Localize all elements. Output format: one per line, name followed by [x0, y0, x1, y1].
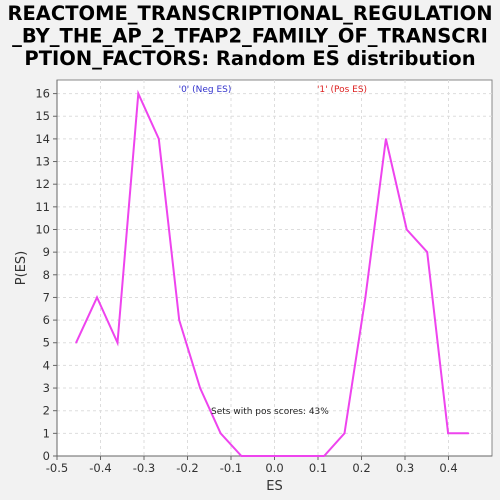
data-point	[96, 297, 98, 299]
data-point	[138, 93, 140, 95]
data-point	[117, 342, 119, 344]
data-point	[323, 455, 325, 457]
title-line-2: _BY_THE_AP_2_TFAP2_FAMILY_OF_TRANSCRI	[12, 25, 488, 48]
data-point	[365, 297, 367, 299]
data-point	[261, 455, 263, 457]
x-axis-label: ES	[266, 479, 282, 494]
y-tick-label: 10	[35, 222, 50, 236]
data-point	[385, 138, 387, 140]
data-point	[178, 319, 180, 321]
data-point	[468, 433, 470, 435]
y-tick-label: 5	[43, 336, 50, 350]
x-tick-label: -0.1	[220, 461, 242, 475]
pos-score-annotation: Sets with pos scores: 43%	[211, 407, 329, 417]
y-tick-label: 0	[43, 449, 50, 463]
legend-item-0: '0' (Neg ES)	[179, 85, 232, 95]
data-point	[282, 455, 284, 457]
data-point	[344, 433, 346, 435]
data-point	[158, 138, 160, 140]
x-tick-label: 0.4	[439, 461, 457, 475]
x-tick-label: 0.1	[309, 461, 327, 475]
data-point	[426, 251, 428, 253]
y-tick-label: 11	[35, 200, 50, 214]
y-tick-label: 1	[43, 426, 50, 440]
data-point	[302, 455, 304, 457]
data-point	[406, 229, 408, 231]
x-tick-label: -0.2	[176, 461, 198, 475]
x-tick-label: 0.2	[352, 461, 370, 475]
y-axis-label: P(ES)	[14, 251, 29, 285]
y-tick-label: 7	[43, 290, 50, 304]
y-tick-label: 15	[35, 109, 50, 123]
y-tick-label: 12	[35, 177, 50, 191]
x-tick-label: -0.5	[46, 461, 68, 475]
y-tick-label: 8	[43, 268, 50, 282]
x-tick-label: -0.3	[133, 461, 155, 475]
y-tick-label: 13	[35, 155, 50, 169]
x-tick-label: -0.4	[89, 461, 111, 475]
data-point	[241, 455, 243, 457]
x-tick-label: 0.3	[396, 461, 414, 475]
y-tick-label: 4	[43, 358, 50, 372]
y-tick-label: 3	[43, 381, 50, 395]
legend-item-1: '1' (Pos ES)	[317, 85, 367, 95]
chart-title: REACTOME_TRANSCRIPTIONAL_REGULATION_BY_T…	[7, 2, 492, 70]
y-tick-label: 6	[43, 313, 50, 327]
y-tick-label: 14	[35, 132, 50, 146]
data-point	[447, 433, 449, 435]
y-tick-label: 16	[35, 87, 50, 101]
y-tick-label: 9	[43, 245, 50, 259]
title-line-3: PTION_FACTORS: Random ES distribution	[24, 47, 475, 70]
y-tick-label: 2	[43, 404, 50, 418]
data-point	[199, 387, 201, 389]
title-line-1: REACTOME_TRANSCRIPTIONAL_REGULATION	[7, 2, 492, 25]
data-point	[220, 433, 222, 435]
x-tick-label: 0.0	[265, 461, 283, 475]
data-point	[75, 342, 77, 344]
